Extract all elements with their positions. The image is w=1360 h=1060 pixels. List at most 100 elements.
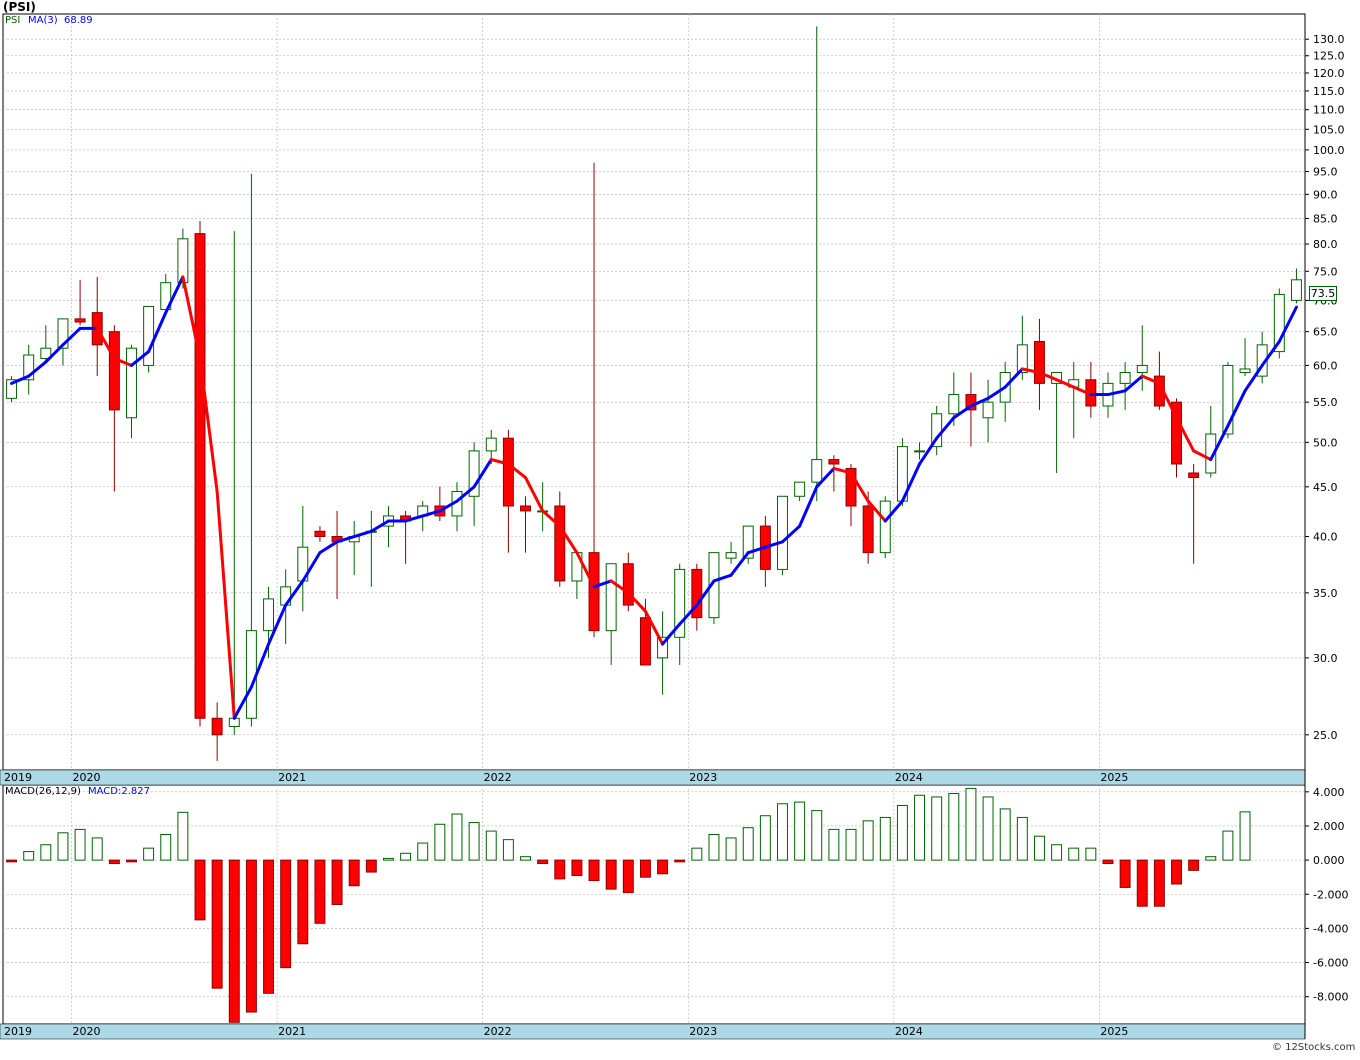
ma3-segment xyxy=(609,579,630,595)
ma3-segment xyxy=(1209,424,1230,462)
ma3-segment xyxy=(1226,389,1247,428)
price-tick-label: 25.0 xyxy=(1313,729,1338,742)
ma3-segment xyxy=(455,485,476,503)
price-tick-label: 120.0 xyxy=(1313,67,1345,80)
ma3-segment xyxy=(1037,371,1059,382)
macd-bar xyxy=(382,857,394,861)
candle-body xyxy=(845,467,857,507)
macd-bar xyxy=(160,834,172,861)
macd-bar xyxy=(485,830,497,861)
macd-bar xyxy=(1239,811,1251,861)
candle-body xyxy=(811,459,823,483)
year-label: 2022 xyxy=(484,771,512,784)
year-label: 2020 xyxy=(73,771,101,784)
macd-bar xyxy=(468,822,480,861)
candle-body xyxy=(691,568,703,619)
ma3-segment xyxy=(489,458,510,466)
chart-title: (PSI) xyxy=(3,0,36,14)
candle-body xyxy=(108,331,120,411)
macd-bar xyxy=(828,828,840,861)
macd-legend-value: MACD:2.827 xyxy=(88,786,150,797)
macd-bar xyxy=(862,820,874,861)
macd-bar xyxy=(1171,859,1182,885)
year-label: 2024 xyxy=(895,1025,923,1038)
candle-body xyxy=(674,568,686,638)
price-tick-label: 50.0 xyxy=(1313,436,1338,449)
candle-body xyxy=(1239,368,1251,374)
candle-body xyxy=(1188,472,1200,479)
year-label: 2021 xyxy=(278,771,306,784)
ma-legend-value: 68.89 xyxy=(64,15,93,26)
ma3-segment xyxy=(1020,367,1041,375)
candle-body xyxy=(725,552,737,559)
macd-tick-label: 2.000 xyxy=(1313,820,1345,833)
candle-body xyxy=(1016,344,1028,374)
macd-tick-label: -4.000 xyxy=(1313,922,1348,935)
candle-body xyxy=(263,598,275,632)
ma3-segment xyxy=(1055,378,1076,389)
price-tick-label: 60.0 xyxy=(1313,359,1338,372)
macd-tick-label: -8.000 xyxy=(1313,991,1348,1004)
macd-bar xyxy=(211,859,223,989)
ma3-segment xyxy=(524,476,545,513)
macd-bar xyxy=(297,859,309,945)
candle-body xyxy=(1136,364,1148,374)
macd-bar xyxy=(451,813,463,861)
ma3-segment xyxy=(10,374,31,385)
ma3-segment xyxy=(1072,385,1093,397)
macd-bar xyxy=(1033,835,1045,861)
ma3-segment xyxy=(986,385,1007,400)
macd-bar xyxy=(896,804,908,861)
ma3-segment xyxy=(284,579,305,607)
price-tick-label: 65.0 xyxy=(1313,326,1338,339)
candle-body xyxy=(6,379,18,399)
candle-body xyxy=(74,318,86,323)
ma3-segment xyxy=(798,485,819,528)
watermark: © 12Stocks.com xyxy=(1272,1042,1356,1053)
macd-bar xyxy=(708,834,720,861)
macd-bar xyxy=(657,859,669,875)
ma3-segment xyxy=(746,545,767,555)
macd-bar xyxy=(400,852,412,861)
ma3-segment xyxy=(575,551,596,589)
ma3-segment xyxy=(44,343,65,364)
year-label: 2021 xyxy=(278,1025,306,1038)
candle-body xyxy=(126,347,137,419)
ma3-segment xyxy=(866,499,887,523)
ma3-segment xyxy=(215,490,236,720)
ma3-segment xyxy=(164,275,185,315)
candle-body xyxy=(1222,364,1234,435)
macd-bar xyxy=(554,859,566,880)
year-label: 2025 xyxy=(1100,1025,1128,1038)
ma3-segment xyxy=(678,603,699,626)
macd-bar xyxy=(537,859,549,865)
macd-bar xyxy=(280,859,292,969)
price-tick-label: 115.0 xyxy=(1313,85,1345,98)
ma3-segment xyxy=(729,551,750,577)
candle-body xyxy=(23,354,35,381)
macd-bar xyxy=(571,859,583,876)
ma3-segment xyxy=(472,458,493,489)
year-label: 2024 xyxy=(895,771,923,784)
macd-bar xyxy=(1205,856,1217,861)
ma3-segment xyxy=(1123,374,1144,393)
macd-bar xyxy=(691,847,703,861)
macd-bar xyxy=(879,816,891,861)
ma3-segment xyxy=(815,466,836,489)
price-tick-label: 90.0 xyxy=(1313,188,1338,201)
macd-bar xyxy=(1016,816,1028,861)
ma3-segment xyxy=(147,311,168,354)
ma3-segment xyxy=(506,462,528,480)
candle-body xyxy=(143,305,155,366)
ma3-segment xyxy=(592,579,613,589)
ma3-segment xyxy=(27,360,48,378)
macd-bar xyxy=(6,859,18,863)
candle-body xyxy=(485,437,497,452)
candle-body xyxy=(742,525,754,559)
candle-body xyxy=(794,481,806,497)
year-label: 2023 xyxy=(689,1025,717,1038)
ma3-segment xyxy=(249,642,271,689)
macd-bar xyxy=(914,794,926,861)
ma3-segment xyxy=(112,356,133,367)
macd-bar xyxy=(1102,859,1114,865)
